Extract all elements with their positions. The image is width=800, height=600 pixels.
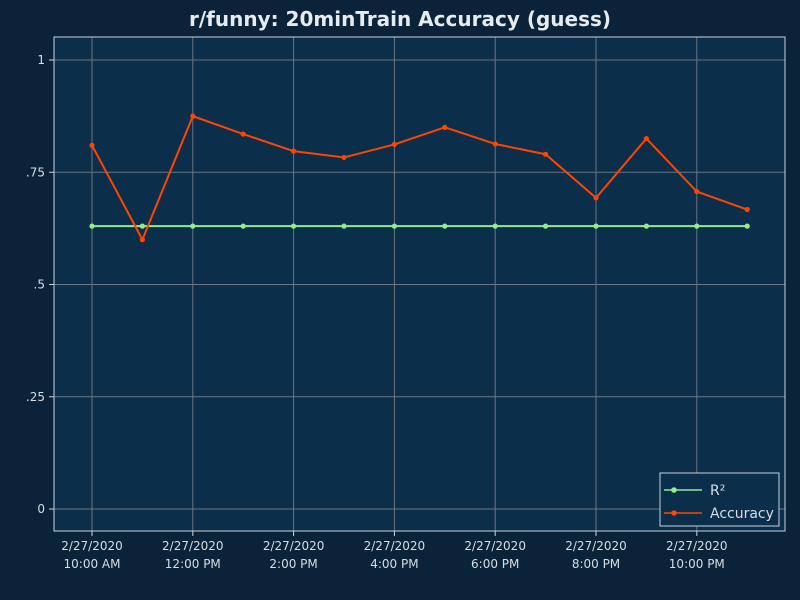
chart-title: r/funny: 20minTrain Accuracy (guess) xyxy=(189,7,611,31)
data-point xyxy=(240,223,246,229)
x-tick-date: 2/27/2020 xyxy=(666,539,728,553)
y-tick-label: .25 xyxy=(26,390,45,404)
legend-swatch-marker xyxy=(671,487,677,493)
data-point xyxy=(190,113,196,119)
data-point xyxy=(442,223,448,229)
x-tick-date: 2/27/2020 xyxy=(263,539,325,553)
data-point xyxy=(492,141,498,147)
legend-box xyxy=(659,472,780,527)
legend-label: Accuracy xyxy=(710,506,774,522)
y-axis-ticks: 0 .25 .5 .75 1 xyxy=(26,53,54,516)
data-point xyxy=(744,223,750,229)
data-point xyxy=(291,223,297,229)
y-tick-label: .75 xyxy=(26,165,45,179)
legend-label: R² xyxy=(710,483,725,499)
data-point xyxy=(492,223,498,229)
x-tick-date: 2/27/2020 xyxy=(464,539,526,553)
data-point xyxy=(593,195,599,201)
data-point xyxy=(643,135,650,142)
data-point xyxy=(139,237,145,243)
data-point xyxy=(694,223,700,229)
data-point xyxy=(89,223,95,229)
y-tick-label: 0 xyxy=(37,502,45,516)
data-point xyxy=(240,131,246,137)
y-tick-label: .5 xyxy=(34,278,45,292)
x-tick-time: 10:00 AM xyxy=(64,557,121,571)
x-tick-time: 4:00 PM xyxy=(370,557,418,571)
series-r-squared xyxy=(89,223,750,229)
series-accuracy xyxy=(89,113,750,243)
series-layer xyxy=(89,113,750,243)
data-point xyxy=(139,223,145,229)
data-point xyxy=(442,124,448,130)
x-tick-time: 2:00 PM xyxy=(269,557,317,571)
data-point xyxy=(593,223,599,229)
x-tick-date: 2/27/2020 xyxy=(61,539,123,553)
x-tick-time: 8:00 PM xyxy=(572,557,620,571)
data-point xyxy=(291,148,297,154)
data-point xyxy=(89,142,95,148)
x-tick-time: 10:00 PM xyxy=(669,557,725,571)
y-tick-label: 1 xyxy=(37,53,45,67)
x-tick-date: 2/27/2020 xyxy=(565,539,627,553)
data-point xyxy=(543,151,549,157)
data-point xyxy=(543,223,549,229)
data-point xyxy=(391,141,397,148)
data-point xyxy=(391,223,397,229)
data-point xyxy=(341,223,347,229)
data-point xyxy=(190,223,196,229)
x-tick-date: 2/27/2020 xyxy=(364,539,426,553)
x-tick-time: 12:00 PM xyxy=(165,557,221,571)
data-point xyxy=(744,206,750,213)
legend-swatch-marker xyxy=(671,510,677,516)
series-line xyxy=(91,115,748,241)
grid-lines xyxy=(54,37,785,531)
data-point xyxy=(643,223,650,229)
x-tick-time: 6:00 PM xyxy=(471,557,519,571)
legend: R² Accuracy xyxy=(659,472,780,527)
x-tick-date: 2/27/2020 xyxy=(162,539,224,553)
data-point xyxy=(341,154,347,161)
data-point xyxy=(694,188,700,195)
x-axis-ticks: 2/27/2020 10:00 AM 2/27/2020 12:00 PM 2/27/2… xyxy=(61,531,728,571)
